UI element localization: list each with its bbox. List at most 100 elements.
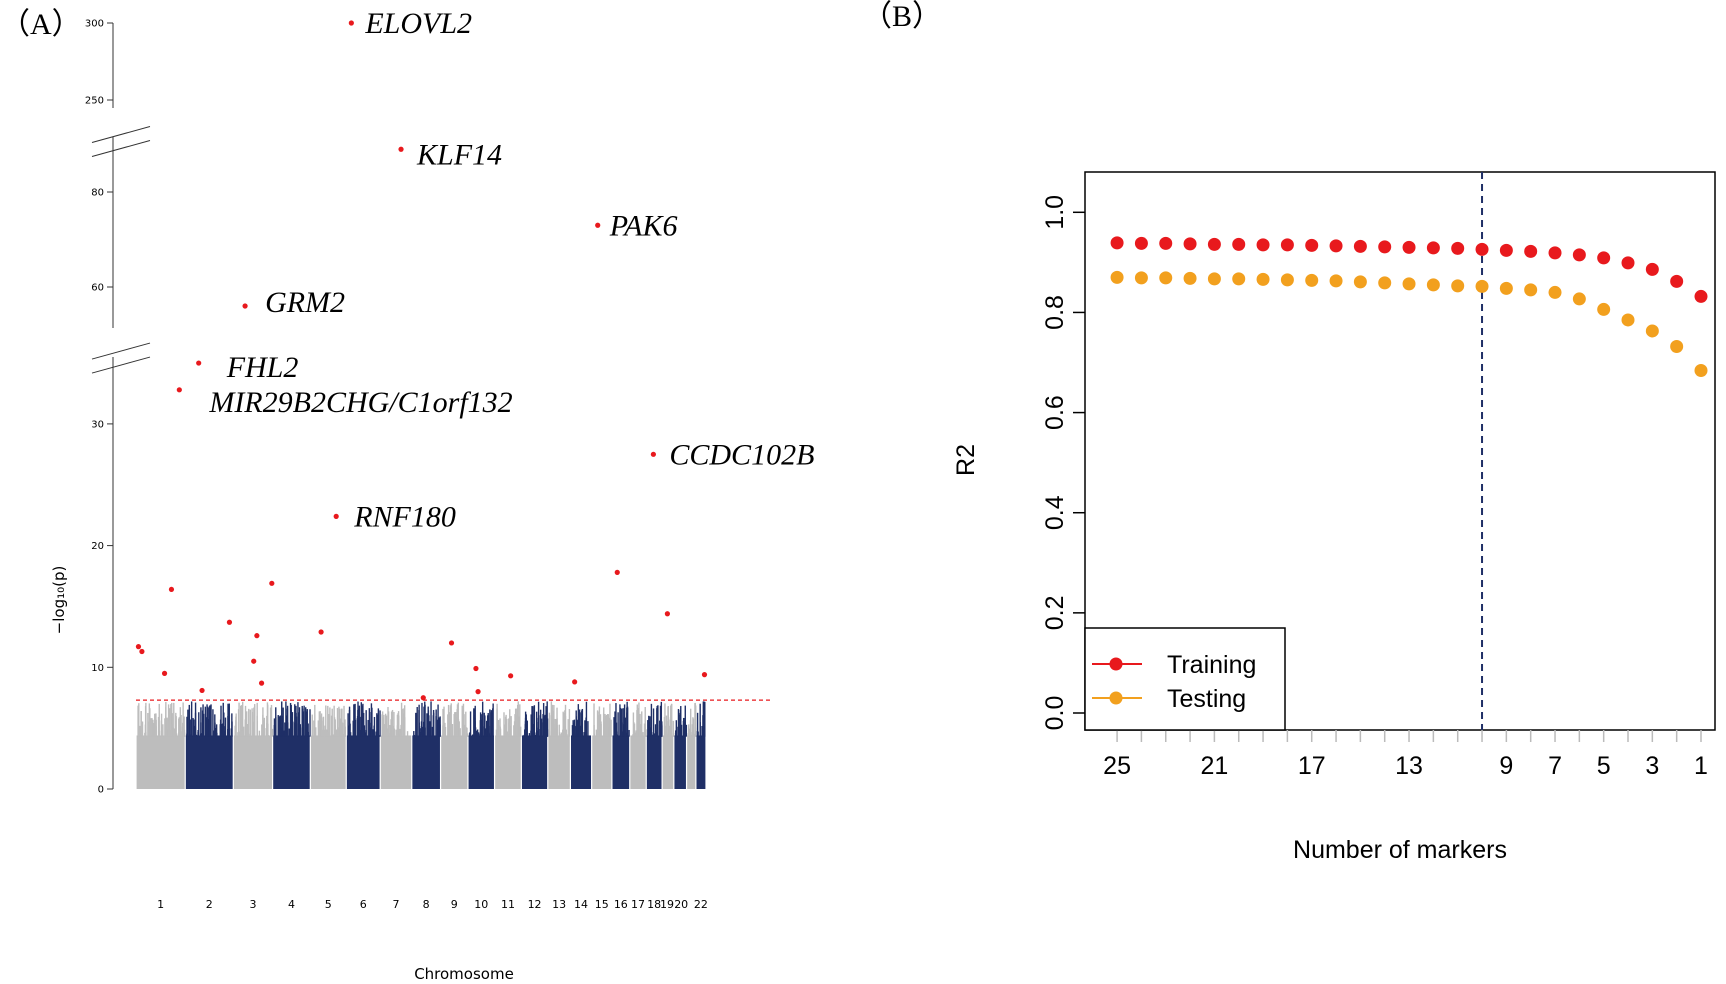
- panel-a-label: （A）: [0, 8, 82, 41]
- gene-label: RNF180: [353, 500, 456, 533]
- chromosome-6-snps: [346, 701, 381, 789]
- gene-label: ELOVL2: [364, 7, 472, 40]
- chromosome-10-snps: [468, 701, 494, 789]
- manhattan-y-tick-label: 250: [85, 96, 104, 107]
- r2-x-tick-label: 1: [1694, 752, 1708, 780]
- hit-point: [420, 695, 426, 701]
- hit-point: [595, 222, 601, 228]
- r2-points: [1110, 236, 1708, 378]
- chromosome-3-snps: [233, 701, 274, 789]
- chromosome-tick-label: 11: [501, 898, 515, 911]
- chromosome-tick-label: 1: [157, 898, 164, 911]
- r2-x-axis: 25 21 17 13 9 7 5 3 1: [1103, 730, 1708, 780]
- series-training: [1110, 236, 1708, 303]
- r2-point: [1402, 277, 1416, 291]
- r2-point: [1499, 243, 1513, 257]
- hit-point: [701, 672, 708, 678]
- manhattan-y-tick-label: 300: [85, 19, 104, 30]
- r2-point: [1280, 273, 1294, 287]
- r2-point: [1280, 238, 1294, 252]
- chromosome-tick-label: 12: [528, 898, 542, 911]
- gene-label: MIR29B2CHG/C1orf132: [208, 386, 512, 419]
- hit-point: [475, 689, 481, 695]
- manhattan-hits: [135, 20, 708, 701]
- chromosome-18-snps: [646, 701, 663, 789]
- hit-point: [135, 644, 142, 650]
- legend-label: Training: [1167, 651, 1256, 679]
- legend-box: [1084, 627, 1286, 731]
- r2-y-tick-label: 1.0: [1041, 195, 1069, 230]
- manhattan-y-tick-label: 80: [91, 188, 104, 199]
- manhattan-y-axis-title: −log₁₀(p): [50, 566, 68, 635]
- r2-point: [1451, 241, 1465, 255]
- r2-x-tick-label: 25: [1103, 752, 1131, 780]
- r2-point: [1645, 324, 1659, 338]
- hit-point: [161, 670, 168, 676]
- r2-y-tick-label: 0.2: [1041, 595, 1069, 630]
- gene-label: PAK6: [609, 209, 678, 242]
- r2-point: [1475, 242, 1489, 256]
- r2-point: [1426, 278, 1440, 292]
- r2-point: [1621, 256, 1635, 270]
- legend-label: Testing: [1167, 685, 1246, 713]
- r2-point: [1256, 272, 1270, 286]
- r2-y-tick-label: 0.4: [1041, 495, 1069, 530]
- hit-point: [614, 569, 620, 575]
- r2-x-tick-label: 13: [1395, 752, 1423, 780]
- chromosome-tick-label: 8: [423, 898, 430, 911]
- r2-y-axis: 0.0 0.2 0.4 0.6 0.8 1.0: [1041, 195, 1085, 730]
- r2-point: [1329, 239, 1343, 253]
- r2-point: [1134, 271, 1148, 285]
- hit-point: [168, 586, 175, 593]
- hit-point: [508, 673, 514, 679]
- hit-point: [196, 360, 202, 366]
- r2-point: [1256, 238, 1270, 252]
- hit-point: [242, 303, 248, 309]
- chromosome-tick-label: 4: [288, 898, 295, 911]
- hit-point: [226, 619, 233, 625]
- r2-point: [1694, 364, 1708, 378]
- chromosome-20-snps: [674, 705, 688, 789]
- chromosome-4-snps: [273, 701, 311, 789]
- chromosome-21-snps: [687, 702, 697, 789]
- gene-label: GRM2: [265, 286, 345, 319]
- r2-y-tick-label: 0.6: [1041, 395, 1069, 430]
- r2-point: [1670, 339, 1684, 353]
- hit-point: [258, 680, 265, 686]
- r2-point: [1378, 240, 1392, 254]
- hit-point: [269, 580, 275, 586]
- hit-point: [199, 687, 205, 694]
- r2-point: [1597, 302, 1611, 316]
- r2-point: [1499, 281, 1513, 295]
- chromosome-tick-label: 20: [674, 898, 688, 911]
- chromosome-5-snps: [310, 704, 346, 789]
- chromosome-22-snps: [696, 701, 706, 789]
- chromosome-tick-label: 2: [206, 898, 213, 911]
- r2-point: [1329, 274, 1343, 288]
- chromosome-tick-label: 5: [325, 898, 332, 911]
- r2-point: [1305, 273, 1319, 287]
- r2-point: [1645, 262, 1659, 276]
- r2-x-tick-label: 3: [1645, 752, 1659, 780]
- manhattan-y-tick-label: 20: [91, 541, 104, 552]
- r2-point: [1159, 271, 1173, 285]
- r2-point: [1572, 248, 1586, 262]
- chromosome-tick-label: 7: [392, 898, 399, 911]
- r2-point: [1426, 241, 1440, 255]
- r2-point: [1134, 236, 1148, 250]
- r2-point: [1183, 237, 1197, 251]
- gene-label: CCDC102B: [669, 438, 814, 471]
- r2-plot: 0.0 0.2 0.4 0.6 0.8 1.0 25 21 17 13 9 7 5 3 1 Trainin…: [952, 171, 1716, 864]
- r2-point: [1621, 313, 1635, 327]
- manhattan-y-tick-label: 30: [91, 419, 104, 430]
- manhattan-y-tick-label: 10: [91, 663, 104, 674]
- r2-x-tick-label: 21: [1200, 752, 1228, 780]
- r2-point: [1524, 244, 1538, 258]
- r2-point: [1572, 292, 1586, 306]
- r2-point: [1597, 251, 1611, 265]
- chromosome-tick-label: 6: [360, 898, 367, 911]
- chromosome-tick-label: 19: [660, 898, 674, 911]
- chromosome-tick-label: 10: [474, 898, 488, 911]
- r2-point: [1110, 236, 1124, 250]
